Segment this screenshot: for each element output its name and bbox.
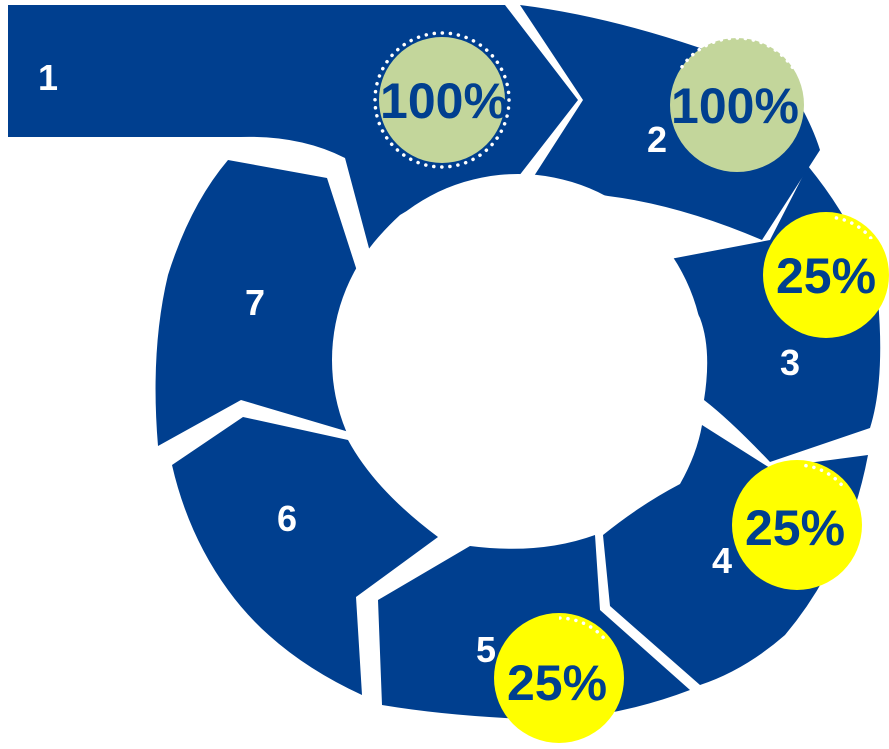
- step-2-label: 2: [647, 119, 667, 160]
- step-2-progress-badge: 100%: [670, 38, 804, 172]
- badge-circle: [670, 38, 804, 172]
- badge-dotted-ring: [373, 31, 511, 169]
- step-3-progress-badge: 25%: [763, 212, 889, 338]
- badge-value: 100%: [671, 78, 799, 134]
- badge-circle: [763, 212, 889, 338]
- step-5-progress-badge: 25%: [494, 613, 624, 743]
- step-6-label: 6: [277, 498, 297, 539]
- badge-circle: [494, 613, 624, 743]
- step-4-label: 4: [712, 540, 732, 581]
- badge-value: 25%: [745, 500, 845, 556]
- step-labels: 1 2 3 4 5 6 7: [38, 57, 800, 670]
- badge-circle: [379, 37, 505, 163]
- step-1-label: 1: [38, 57, 58, 98]
- step-6-segment: [172, 417, 438, 695]
- badge-circle: [732, 460, 862, 590]
- step-7-label: 7: [245, 282, 265, 323]
- step-1-progress-badge: 100%: [373, 31, 511, 169]
- badge-value: 25%: [507, 655, 607, 711]
- step-7-segment: [155, 160, 357, 446]
- step-4-progress-badge: 25%: [732, 460, 862, 590]
- step-3-label: 3: [780, 342, 800, 383]
- center-hub: [332, 174, 704, 546]
- badge-value: 25%: [776, 248, 876, 304]
- step-5-label: 5: [476, 629, 496, 670]
- badge-value: 100%: [380, 73, 508, 129]
- progress-badges: 100% 100% 25% 25% 25%: [373, 31, 889, 743]
- step-2-segment: [520, 5, 820, 240]
